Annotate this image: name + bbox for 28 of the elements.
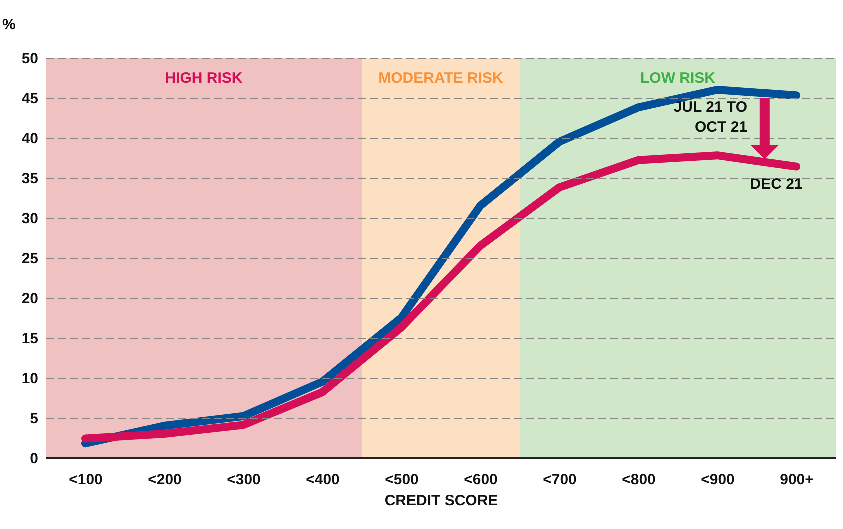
x-tick-label: <900 — [701, 472, 735, 488]
series-label: DEC 21 — [750, 176, 803, 193]
x-tick-label: 900+ — [780, 472, 814, 488]
band-label: MODERATE RISK — [378, 70, 504, 87]
x-tick-label: <500 — [385, 472, 419, 488]
x-tick-label: <200 — [148, 472, 182, 488]
x-tick-label: <300 — [227, 472, 261, 488]
y-tick-label: 50 — [22, 50, 38, 68]
x-tick-label: <700 — [543, 472, 577, 488]
y-tick-label: 0 — [30, 450, 38, 468]
x-tick-label: <100 — [69, 472, 103, 488]
y-tick-label: 25 — [22, 250, 38, 268]
x-axis-title: CREDIT SCORE — [384, 492, 498, 510]
band-label: LOW RISK — [640, 70, 716, 87]
y-tick-label: 5 — [30, 410, 38, 428]
y-tick-label: 20 — [22, 290, 38, 308]
y-axis-title: % — [2, 16, 16, 34]
y-tick-label: 30 — [22, 210, 38, 228]
y-tick-label: 35 — [22, 170, 38, 188]
y-tick-label: 45 — [22, 90, 38, 108]
y-tick-label: 15 — [22, 330, 38, 348]
band-label: HIGH RISK — [165, 70, 243, 87]
y-tick-label: 40 — [22, 130, 38, 148]
y-tick-label: 10 — [22, 370, 38, 388]
x-tick-label: <400 — [306, 472, 340, 488]
x-tick-label: <800 — [622, 472, 656, 488]
x-tick-label: <600 — [464, 472, 498, 488]
series-label: JUL 21 TO OCT 21 — [674, 99, 748, 136]
